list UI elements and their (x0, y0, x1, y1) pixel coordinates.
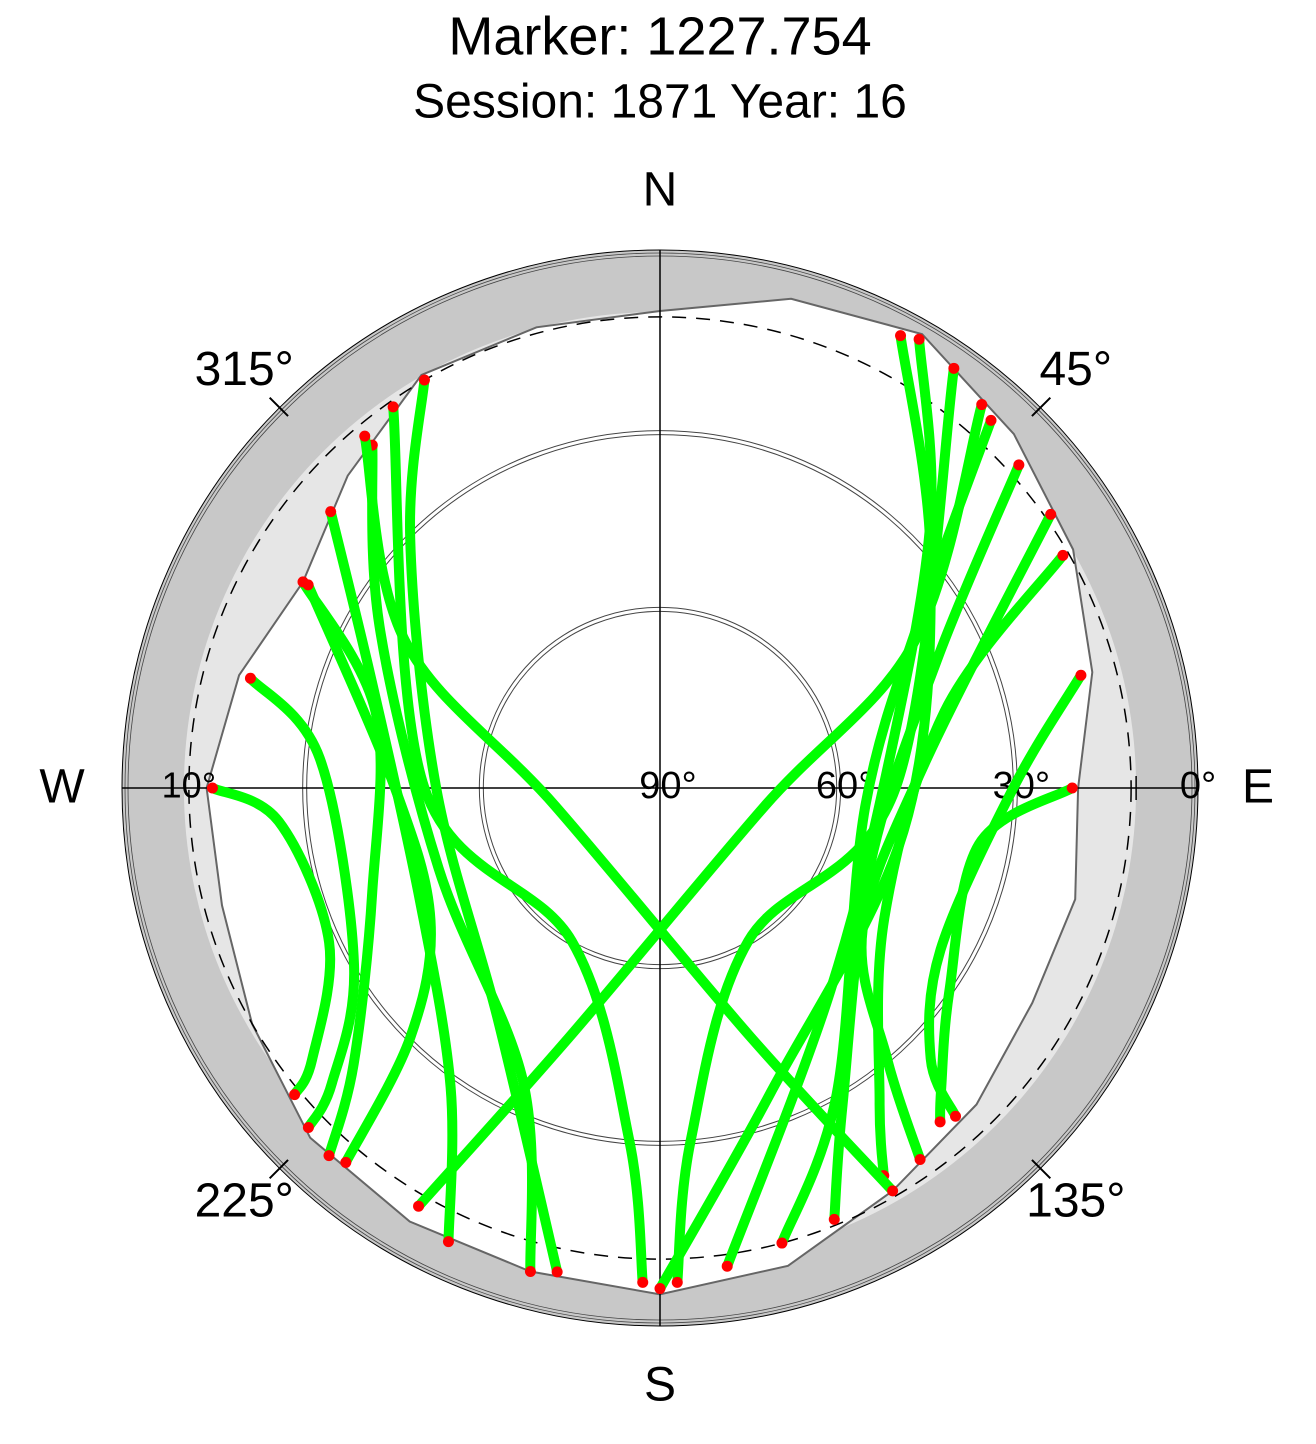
track-endpoint (637, 1276, 649, 1288)
track-endpoint (387, 401, 399, 413)
track (207, 783, 336, 1100)
compass-label: E (1242, 761, 1274, 814)
track-endpoint (524, 1265, 536, 1277)
track (722, 334, 937, 1272)
track-endpoint (302, 579, 314, 591)
track-endpoint (654, 1283, 666, 1295)
track (405, 375, 563, 1277)
track-endpoint (776, 1237, 788, 1249)
track (245, 673, 360, 1133)
track-endpoint (413, 1200, 425, 1212)
track (856, 509, 1056, 1165)
track-endpoint (1013, 459, 1025, 471)
track (829, 459, 1024, 1225)
mask-label: 10° (162, 765, 216, 806)
track-endpoint (418, 374, 430, 386)
track-endpoint (359, 430, 371, 442)
track-endpoint (325, 506, 337, 518)
track-endpoint (671, 1276, 683, 1288)
track (672, 363, 959, 1288)
track (303, 579, 436, 1168)
compass-label: N (643, 164, 678, 217)
track-endpoint (948, 362, 960, 374)
track-endpoint (887, 1185, 899, 1197)
azimuth-tick (268, 396, 289, 417)
track-endpoint (244, 672, 256, 684)
track (325, 506, 458, 1247)
track-endpoint (976, 399, 988, 411)
r-tick-label: 90° (639, 765, 696, 807)
track-endpoint (721, 1260, 733, 1272)
track-endpoint (1075, 669, 1087, 681)
track-endpoint (206, 782, 218, 794)
chart-title: Marker: 1227.754 (448, 6, 871, 66)
track (872, 550, 1068, 1181)
track-endpoint (828, 1213, 840, 1225)
track-endpoint (551, 1266, 563, 1278)
azimuth-label: 315° (195, 343, 294, 396)
compass-label: W (39, 761, 85, 814)
track-endpoint (1045, 508, 1057, 520)
track-endpoint (895, 330, 907, 342)
azimuth-tick (1031, 396, 1052, 417)
track-endpoint (340, 1156, 352, 1168)
chart-subtitle: Session: 1871 Year: 16 (413, 76, 907, 129)
track (924, 670, 1086, 1122)
track (935, 783, 1078, 1127)
track (298, 576, 386, 1161)
track-endpoint (323, 1150, 335, 1162)
azimuth-label: 45° (1039, 343, 1112, 396)
azimuth-label: 135° (1026, 1174, 1125, 1227)
track-endpoint (950, 1110, 962, 1122)
track-endpoint (934, 1116, 946, 1128)
azimuth-tick (268, 1159, 289, 1180)
track-endpoint (1057, 549, 1069, 561)
compass-label: S (644, 1359, 676, 1412)
track-endpoint (289, 1089, 301, 1101)
azimuth-tick (1031, 1159, 1052, 1180)
track-endpoint (1066, 782, 1078, 794)
track-endpoint (914, 1153, 926, 1165)
track (413, 399, 987, 1212)
track (367, 440, 538, 1277)
track-endpoint (913, 333, 925, 345)
track-endpoint (302, 1122, 314, 1134)
track (359, 431, 898, 1196)
azimuth-label: 225° (195, 1174, 294, 1227)
track-endpoint (442, 1236, 454, 1248)
r-tick-label: 0° (1180, 765, 1216, 807)
track (388, 401, 648, 1288)
track-endpoint (985, 414, 997, 426)
